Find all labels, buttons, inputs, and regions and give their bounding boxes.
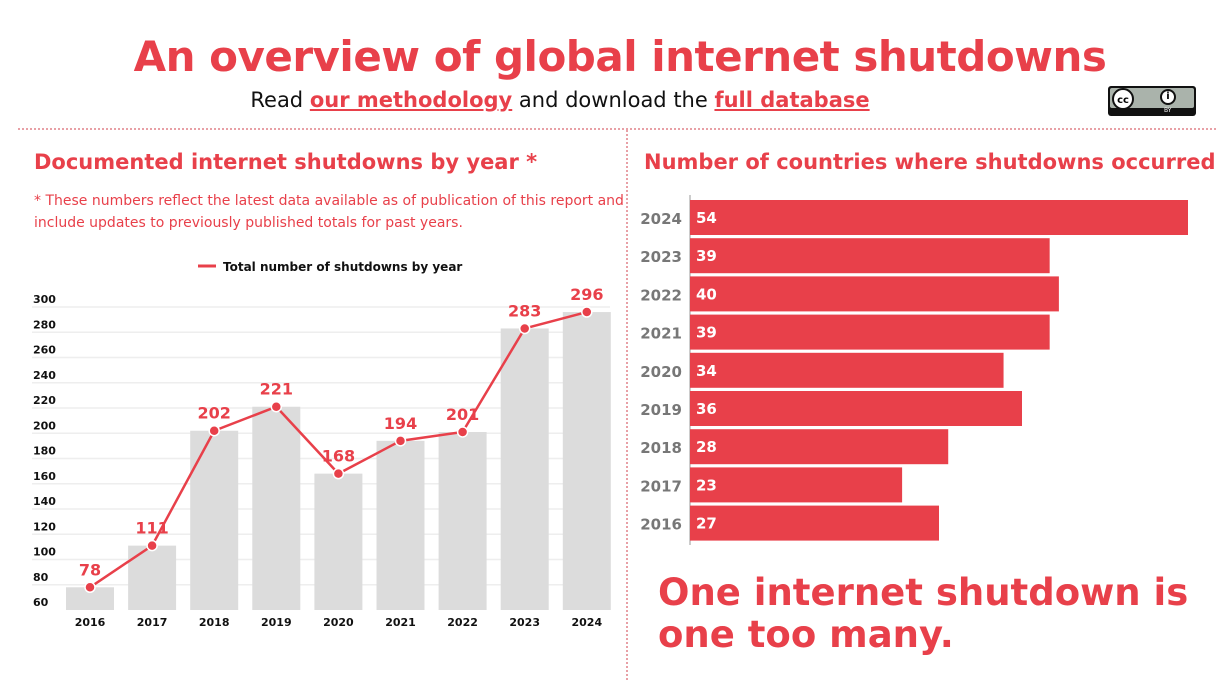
data-label: 296 (570, 285, 603, 304)
y-tick-label: 2021 (640, 325, 682, 343)
database-link[interactable]: full database (714, 88, 870, 112)
y-tick-label: 2016 (640, 516, 682, 534)
bar (376, 440, 425, 610)
shutdowns-chart: Total number of shutdowns by year 60 80 100… (32, 260, 611, 629)
data-label: 202 (197, 404, 230, 423)
data-label: 221 (260, 380, 293, 399)
bar (690, 238, 1050, 274)
data-label: 283 (508, 301, 541, 320)
y-tick-label: 220 (33, 394, 56, 407)
y-tick-label: 160 (33, 470, 56, 483)
data-label: 27 (696, 515, 717, 533)
data-label: 34 (696, 362, 717, 380)
data-label: 201 (446, 405, 479, 424)
bar (690, 314, 1050, 350)
y-tick-label: 240 (33, 369, 56, 382)
subtitle: Read our methodology and download the fu… (0, 88, 1120, 112)
bar (562, 312, 611, 610)
y-tick-label: 200 (33, 419, 56, 432)
methodology-link[interactable]: our methodology (309, 88, 513, 112)
cc-badge: cc (1112, 88, 1134, 110)
data-point (581, 306, 593, 318)
data-label: 194 (384, 414, 417, 433)
right-chart-title: Number of countries where shutdowns occu… (644, 150, 1216, 174)
x-tick-label: 2016 (75, 616, 106, 629)
slogan: One internet shutdown is one too many. (658, 571, 1189, 656)
person-icon: i (1160, 89, 1176, 105)
y-tick-label: 2019 (640, 401, 682, 419)
bar (190, 430, 239, 610)
y-tick-label: 60 (33, 596, 49, 609)
data-label: 111 (135, 519, 168, 538)
data-label: 28 (696, 438, 717, 456)
x-tick-label: 2020 (323, 616, 354, 629)
bar (314, 473, 363, 610)
bar (252, 406, 301, 610)
x-tick-label: 2022 (447, 616, 478, 629)
y-tick-label: 2017 (640, 477, 682, 495)
data-point (270, 400, 283, 413)
y-tick-label: 80 (33, 571, 49, 584)
data-label: 39 (696, 247, 717, 265)
y-tick-label: 280 (33, 318, 56, 331)
chart-note: * These numbers reflect the latest data … (34, 193, 624, 231)
cc-by-icon: cc i BY (1108, 86, 1196, 116)
y-tick-label: 260 (33, 344, 56, 357)
bar (438, 431, 487, 610)
bar (690, 505, 939, 541)
by-label: BY (1164, 107, 1172, 114)
bar (66, 587, 114, 610)
bar (690, 467, 903, 503)
countries-chart: 54 2024 39 2023 40 2022 39 2021 34 2020 36 2019 28 20… (640, 195, 1188, 545)
page-title: An overview of global internet shutdowns (133, 32, 1107, 81)
x-tick-label: 2021 (385, 616, 416, 629)
subtitle-text: Read (250, 88, 310, 112)
y-tick-label: 180 (33, 445, 56, 458)
data-label: 168 (322, 447, 355, 466)
data-point (332, 467, 345, 480)
y-tick-label: 2022 (640, 286, 682, 304)
bar (690, 391, 1022, 426)
left-chart-title: Documented internet shutdowns by year * (34, 150, 538, 174)
data-label: 39 (696, 324, 717, 342)
y-tick-label: 2023 (640, 248, 682, 266)
x-tick-label: 2023 (509, 616, 540, 629)
data-label: 78 (79, 560, 101, 579)
subtitle-text: and download the (512, 88, 715, 112)
data-label: 40 (696, 285, 717, 303)
bar (690, 429, 949, 465)
x-tick-label: 2018 (199, 616, 230, 629)
x-tick-label: 2024 (571, 616, 602, 629)
y-tick-label: 2024 (640, 210, 682, 228)
bar (690, 200, 1188, 235)
horizontal-divider (18, 128, 1216, 130)
y-tick-label: 100 (33, 546, 56, 559)
y-tick-label: 2018 (640, 439, 682, 457)
data-point (394, 435, 407, 447)
data-point (518, 322, 531, 335)
y-tick-label: 2020 (640, 363, 682, 381)
data-label: 23 (696, 476, 717, 494)
y-tick-label: 120 (33, 520, 56, 533)
vertical-divider (626, 130, 628, 680)
data-label: 54 (696, 209, 717, 227)
bar (500, 328, 549, 610)
x-tick-label: 2019 (261, 616, 292, 629)
bar (690, 276, 1059, 312)
legend-label: Total number of shutdowns by year (223, 260, 462, 274)
data-point (146, 539, 158, 552)
data-point (456, 426, 469, 438)
data-point (208, 424, 220, 437)
x-tick-label: 2017 (137, 616, 168, 629)
y-tick-label: 140 (33, 495, 56, 508)
bar (690, 352, 1004, 388)
data-label: 36 (696, 400, 717, 418)
bar (128, 545, 177, 610)
data-point (84, 581, 96, 594)
y-tick-label: 300 (33, 293, 56, 306)
